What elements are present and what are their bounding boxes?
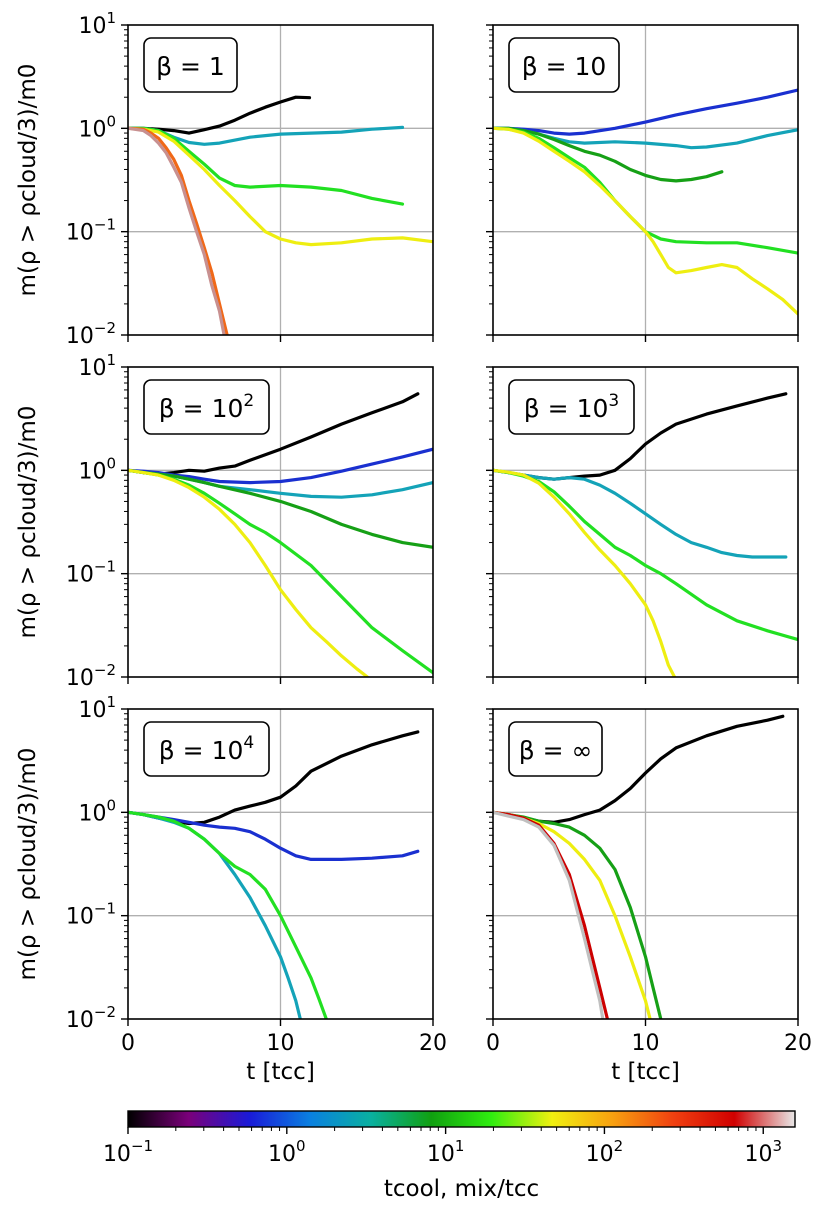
x-axis-label: t [tcc] [246,1059,315,1085]
series-line-darkgreen [493,126,724,183]
series-line-yellow [128,126,433,247]
beta-label-exponent: 2 [243,391,254,411]
colorbar-tick-exponent: 2 [614,1137,624,1155]
series-line-green [128,810,328,1019]
y-tick-exponent: −2 [94,319,116,337]
x-tick-label: 10 [267,1031,295,1056]
x-tick-label: 0 [121,1031,135,1056]
x-tick-label: 20 [419,1031,447,1056]
beta-label-box [143,379,270,435]
y-tick-label: 10−2 [66,319,116,349]
colorbar-tick-label: 100 [268,1137,306,1167]
x-axis-label: t [tcc] [611,1059,680,1085]
y-tick-exponent: −2 [94,1003,116,1021]
colorbar-tick-exponent: 0 [296,1137,306,1155]
y-tick-exponent: 1 [106,9,116,27]
y-tick-exponent: 1 [106,351,116,369]
y-tick-label: 100 [78,112,116,142]
y-tick-label: 10−2 [66,1003,116,1033]
beta-label: β = 102 [159,391,254,423]
y-tick-exponent: 0 [106,454,116,472]
series-line-pink-gray [128,126,226,335]
y-tick-exponent: −1 [94,216,116,234]
y-tick-exponent: −2 [94,661,116,679]
y-axis-label: m(ρ > ρcloud/3)/m0 [15,406,41,639]
x-tick-label: 10 [632,1031,660,1056]
y-tick-label: 101 [78,693,116,723]
beta-label-box [508,379,635,435]
colorbar-label: tcool, mix/tcc [384,1176,539,1202]
beta-label-box [143,37,238,93]
beta-label: β = ∞ [519,736,593,765]
colorbar-tick-exponent: 3 [772,1137,782,1155]
y-tick-label: 10−1 [66,900,116,930]
colorbar-tick-label: 10−1 [103,1137,153,1167]
x-tick-label: 20 [784,1031,812,1056]
colorbar-bar [127,1110,796,1128]
colorbar-tick-label: 103 [744,1137,782,1167]
beta-label: β = 1 [156,52,225,81]
y-tick-label: 10−2 [66,661,116,691]
y-tick-exponent: 0 [106,112,116,130]
y-tick-label: 100 [78,796,116,826]
colorbar-tick-label: 102 [586,1137,624,1167]
y-tick-label: 10−1 [66,558,116,588]
beta-label: β = 10 [522,52,607,81]
y-tick-label: 10−1 [66,216,116,246]
y-axis-label: m(ρ > ρcloud/3)/m0 [15,748,41,981]
y-tick-exponent: −1 [94,558,116,576]
series-line-yellow [128,468,369,677]
beta-label-box [143,721,270,777]
beta-label: β = 104 [159,733,254,765]
y-tick-exponent: 0 [106,796,116,814]
y-tick-exponent: −1 [94,900,116,918]
series-line-lightgray [493,810,605,1019]
beta-label-exponent: 4 [243,733,254,753]
panel-4: β = 103 [486,366,799,684]
beta-label: β = 103 [524,391,619,423]
colorbar-tick-exponent: −1 [131,1137,153,1155]
panel-6: 0 10 20 β = ∞ t [tcc] [486,708,812,1085]
beta-label-exponent: 3 [608,391,619,411]
beta-label-box [508,37,620,93]
y-tick-label: 101 [78,9,116,39]
y-tick-label: 101 [78,351,116,381]
series-line-blue [493,88,798,136]
y-tick-label: 100 [78,454,116,484]
x-tick-label: 0 [486,1031,500,1056]
colorbar-tick-exponent: 1 [455,1137,465,1155]
series-line-teal [493,468,788,559]
series-line-yellow [493,468,677,677]
series-line-orange [128,126,229,335]
beta-label-box [508,721,603,777]
series-line-yellow [493,126,798,316]
y-tick-exponent: 1 [106,693,116,711]
colorbar-tick-label: 101 [427,1137,465,1167]
y-axis-label: m(ρ > ρcloud/3)/m0 [15,64,41,297]
panel-2: β = 10 [486,24,799,342]
